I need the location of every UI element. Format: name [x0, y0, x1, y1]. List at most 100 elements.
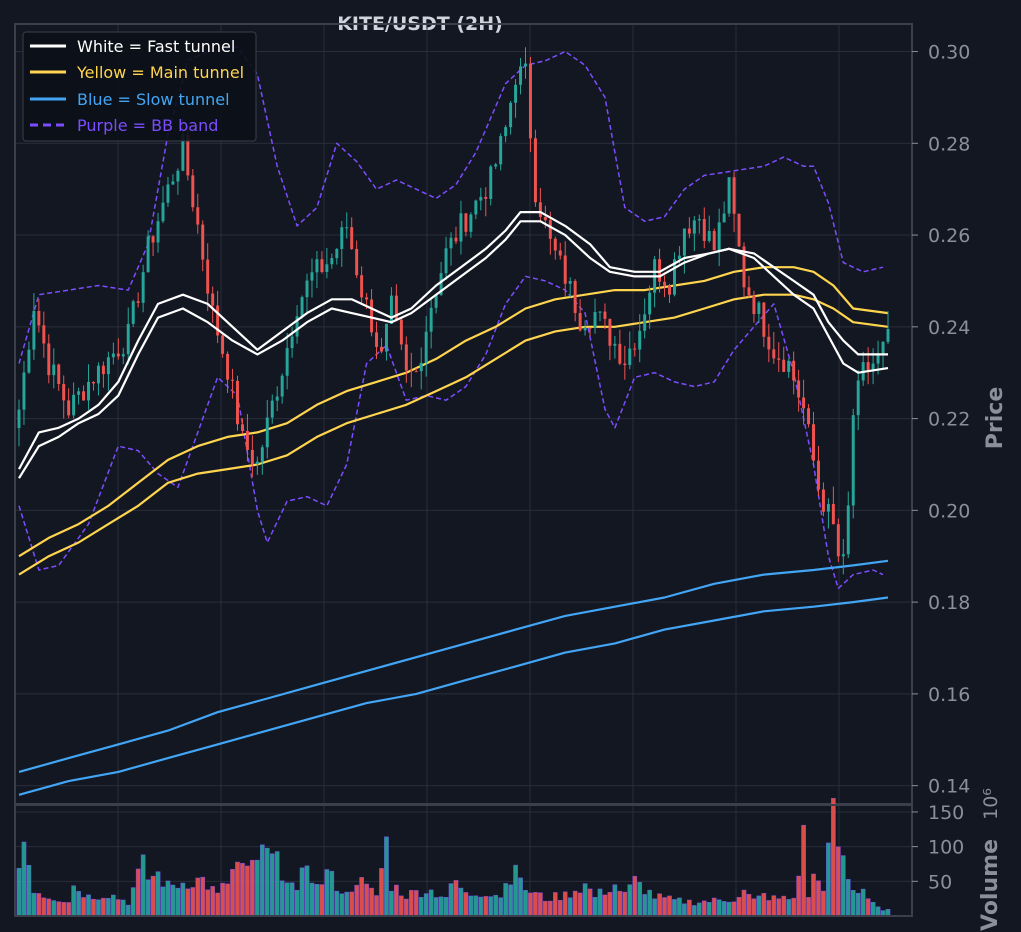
candle-body — [236, 380, 239, 425]
candle-body — [409, 370, 413, 372]
candle-body — [146, 236, 150, 273]
candle-body — [851, 415, 855, 506]
volume-bar — [185, 888, 191, 917]
candle-body — [52, 364, 56, 376]
volume-bar — [875, 906, 881, 917]
candle-body — [186, 134, 190, 176]
candle-body — [886, 329, 890, 342]
candle-body — [399, 319, 403, 345]
candle-body — [161, 202, 165, 222]
candle-body — [772, 349, 776, 359]
candle-body — [812, 424, 815, 461]
candle-body — [876, 353, 880, 364]
candle-body — [439, 273, 443, 295]
candle-body — [881, 341, 885, 354]
candle-body — [558, 250, 562, 256]
candle-body — [345, 227, 349, 229]
candle-body — [464, 213, 468, 232]
volume-bar — [36, 893, 42, 917]
candle-body — [171, 181, 175, 185]
candle-body — [846, 505, 850, 555]
volume-bar — [850, 890, 856, 917]
volume-bar — [582, 883, 588, 917]
volume-bar — [309, 882, 315, 917]
candle-body — [136, 301, 140, 303]
volume-bar — [508, 884, 513, 917]
candle-body — [553, 238, 557, 251]
candle-body — [494, 164, 498, 167]
candle-body — [687, 228, 691, 234]
price-tick-label: 0.14 — [928, 776, 970, 798]
candle-body — [196, 207, 200, 225]
candle-body — [449, 237, 453, 249]
candle-body — [479, 196, 483, 201]
volume-bar — [562, 891, 568, 917]
candle-body — [816, 460, 820, 490]
candle-body — [255, 461, 259, 465]
volume-bar — [116, 899, 121, 917]
legend-item-main: Yellow = Main tunnel — [30, 63, 244, 82]
volume-bar — [220, 882, 225, 917]
volume-bar — [612, 884, 618, 917]
volume-bar — [662, 897, 667, 917]
candle-body — [315, 259, 319, 273]
candle-body — [593, 312, 597, 328]
volume-bar — [528, 892, 533, 917]
candle-body — [270, 400, 274, 418]
candle-body — [325, 264, 329, 272]
candle-body — [568, 281, 572, 284]
candle-body — [831, 503, 835, 525]
volume-bar — [701, 900, 707, 917]
volume-bar — [299, 867, 305, 917]
volume-bar — [831, 798, 836, 917]
candle-body — [365, 297, 369, 300]
candle-body — [380, 346, 383, 352]
volume-bar — [443, 897, 449, 917]
candle-body — [126, 323, 130, 355]
volume-bar — [473, 895, 479, 917]
volume-bar — [91, 898, 96, 917]
volume-bar — [150, 875, 156, 917]
candle-body — [633, 348, 637, 350]
volume-bar — [498, 897, 503, 917]
volume-bar — [796, 875, 801, 917]
volume-bar — [200, 876, 206, 917]
candle-body — [375, 332, 379, 347]
volume-bar — [264, 847, 270, 917]
candle-body — [658, 259, 662, 282]
legend-item-fast: White = Fast tunnel — [30, 37, 235, 56]
candle-body — [62, 384, 66, 401]
legend-box — [22, 31, 257, 142]
candle-body — [141, 272, 145, 303]
volume-bar — [359, 877, 364, 917]
volume-bar — [697, 902, 702, 917]
candle-body — [22, 372, 26, 410]
candle-body — [866, 362, 870, 371]
candle-body — [106, 357, 110, 375]
candle-body — [583, 327, 587, 331]
candle-body — [514, 84, 518, 103]
candle-body — [628, 348, 632, 366]
volume-bar — [761, 892, 767, 917]
candle-body — [245, 430, 249, 450]
volume-bar — [721, 901, 727, 917]
candle-body — [499, 136, 503, 165]
volume-tick-label: 100 — [928, 837, 964, 859]
legend-label-fast: White = Fast tunnel — [77, 37, 235, 56]
candle-body — [797, 380, 801, 398]
volume-bar — [51, 900, 57, 917]
volume-bar — [16, 867, 22, 917]
volume-panel: 50 100 150 Volume 10⁶ — [14, 788, 1003, 931]
candle-body — [608, 318, 612, 346]
volume-bar — [433, 897, 439, 917]
candle-body — [613, 343, 617, 346]
volume-bar — [548, 900, 553, 917]
volume-bar — [438, 896, 444, 917]
volume-bar — [240, 863, 245, 917]
volume-bar — [235, 861, 240, 917]
candle-body — [92, 381, 95, 384]
volume-bar — [111, 894, 116, 917]
volume-bar — [746, 893, 752, 917]
volume-bar — [607, 891, 613, 917]
